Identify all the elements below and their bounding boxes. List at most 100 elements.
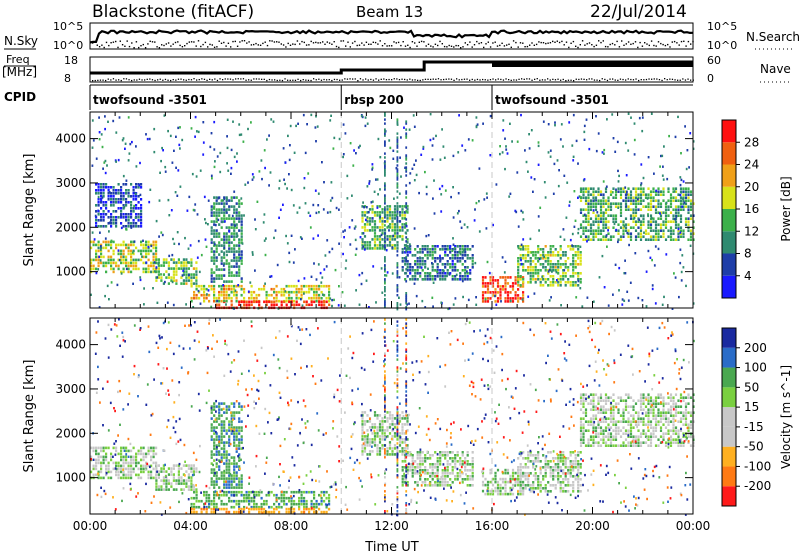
- noise-cell: [153, 151, 155, 153]
- range-cell: [422, 263, 424, 266]
- range-cell: [464, 260, 466, 263]
- range-cell: [595, 229, 597, 232]
- range-cell: [273, 508, 275, 511]
- range-cell: [401, 229, 403, 232]
- noise-cell: [247, 181, 249, 183]
- range-cell: [120, 198, 122, 201]
- range-cell: [434, 251, 436, 254]
- noise-cell: [639, 117, 641, 119]
- range-cell: [401, 226, 403, 229]
- noise-cell: [613, 137, 615, 139]
- range-cell: [238, 217, 240, 220]
- noise-cell: [689, 132, 691, 134]
- noise-cell: [167, 130, 169, 132]
- nsearch-dot: [598, 40, 599, 41]
- range-cell: [228, 265, 230, 268]
- range-cell: [256, 294, 258, 297]
- noise-cell: [179, 126, 181, 128]
- nsearch-dot: [271, 40, 272, 41]
- range-cell: [585, 199, 587, 202]
- range-cell: [231, 217, 233, 220]
- range-cell: [675, 205, 677, 208]
- range-cell: [560, 254, 562, 257]
- nsearch-dot: [412, 41, 413, 42]
- range-cell: [379, 429, 381, 432]
- range-cell: [175, 270, 177, 273]
- range-cell: [236, 477, 238, 480]
- noise-cell: [674, 190, 676, 192]
- range-cell: [366, 441, 368, 444]
- range-cell: [620, 190, 622, 193]
- range-cell: [178, 479, 180, 482]
- range-cell: [417, 260, 419, 263]
- range-cell: [677, 214, 679, 217]
- range-cell: [118, 477, 120, 480]
- range-cell: [273, 511, 275, 514]
- range-cell: [243, 508, 245, 511]
- range-cell: [391, 423, 393, 426]
- range-cell: [442, 278, 444, 281]
- range-cell: [537, 260, 539, 263]
- noise-cell: [598, 132, 600, 134]
- range-cell: [221, 426, 223, 429]
- noise-cell: [118, 249, 120, 251]
- noise-cell: [223, 264, 225, 266]
- range-cell: [115, 265, 117, 268]
- range-cell: [236, 274, 238, 277]
- range-cell: [175, 267, 177, 270]
- noise-cell: [243, 141, 245, 143]
- range-cell: [98, 456, 100, 459]
- range-cell: [193, 503, 195, 506]
- range-cell: [213, 256, 215, 259]
- nsearch-dot: [527, 46, 528, 47]
- noise-cell: [441, 185, 443, 187]
- range-cell: [130, 465, 132, 468]
- range-cell: [459, 257, 461, 260]
- freq-tick-bottom: 8: [64, 72, 71, 85]
- range-cell: [552, 278, 554, 281]
- range-cell: [231, 271, 233, 274]
- noise-cell: [102, 168, 104, 170]
- range-cell: [462, 263, 464, 266]
- range-cell: [216, 435, 218, 438]
- range-cell: [394, 247, 396, 250]
- nave-dot: [139, 79, 140, 80]
- nave-dot: [196, 79, 197, 80]
- range-cell: [241, 280, 243, 283]
- nsearch-dot: [152, 41, 153, 42]
- range-cell: [105, 468, 107, 471]
- range-cell: [216, 438, 218, 441]
- nave-dot: [349, 78, 350, 79]
- nave-dot: [121, 80, 122, 81]
- nave-dot: [95, 80, 96, 81]
- range-cell: [580, 281, 582, 284]
- range-cell: [650, 214, 652, 217]
- range-cell: [509, 276, 511, 279]
- range-cell: [570, 284, 572, 287]
- noise-cell: [541, 276, 543, 278]
- nsearch-dot: [143, 44, 144, 45]
- range-cell: [238, 241, 240, 244]
- range-cell: [241, 483, 243, 486]
- range-cell: [296, 288, 298, 291]
- noise-cell: [126, 268, 128, 270]
- range-cell: [286, 285, 288, 288]
- range-cell: [572, 281, 574, 284]
- range-cell: [672, 220, 674, 223]
- noise-cell: [678, 296, 680, 298]
- noise-cell: [224, 220, 226, 222]
- nsearch-dot: [327, 41, 328, 42]
- range-cell: [560, 257, 562, 260]
- noise-cell: [688, 166, 690, 168]
- nsearch-dot: [534, 45, 535, 46]
- range-cell: [170, 470, 172, 473]
- range-cell: [595, 217, 597, 220]
- noise-cell: [408, 247, 410, 249]
- range-cell: [241, 220, 243, 223]
- range-cell: [630, 199, 632, 202]
- range-cell: [98, 189, 100, 192]
- nsearch-dot: [297, 40, 298, 41]
- range-cell: [211, 241, 213, 244]
- noise-cell: [321, 276, 323, 278]
- range-cell: [133, 459, 135, 462]
